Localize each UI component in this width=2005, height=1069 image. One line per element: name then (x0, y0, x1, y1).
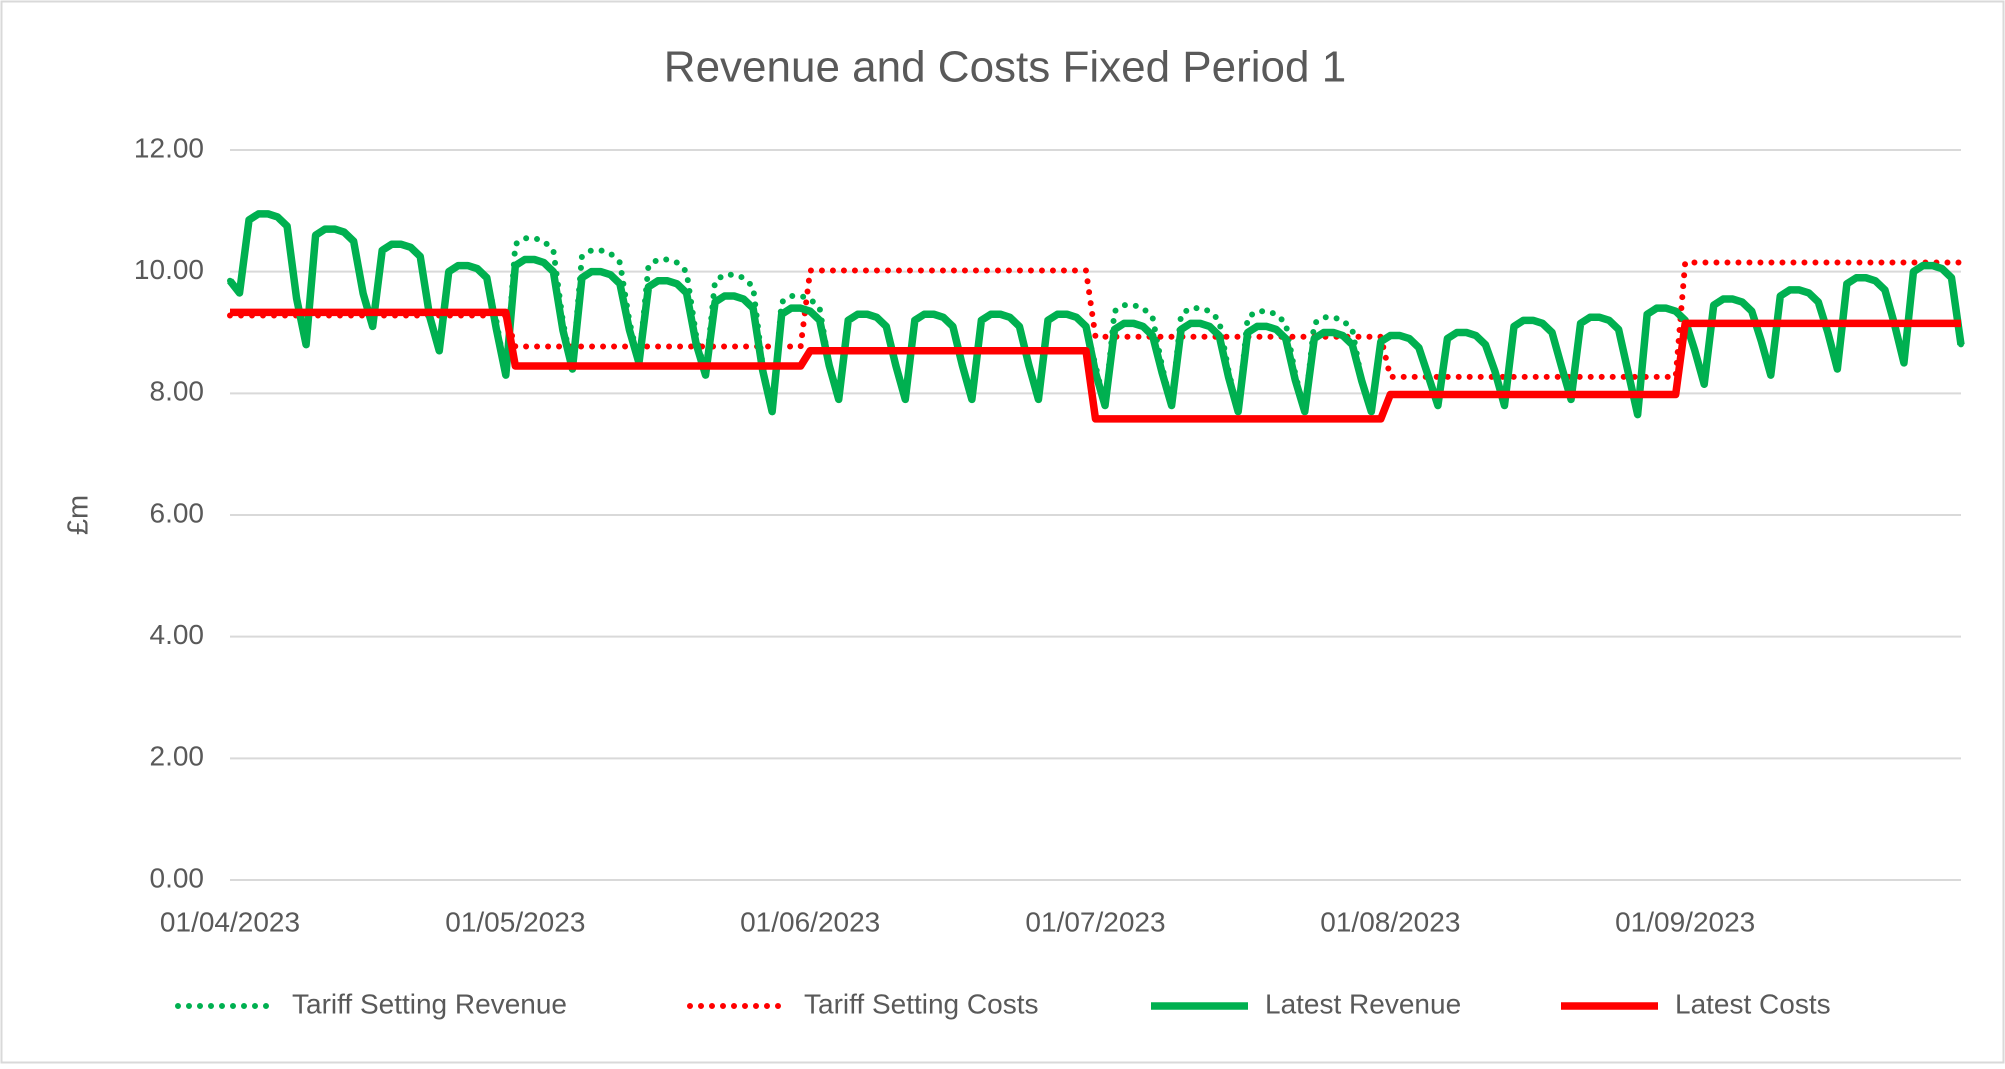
y-tick-label: 4.00 (150, 619, 205, 650)
y-tick-label: 12.00 (134, 132, 204, 163)
legend-label: Tariff Setting Revenue (292, 988, 567, 1019)
series-line (227, 259, 1964, 380)
legend-label: Tariff Setting Costs (804, 988, 1038, 1019)
legend-label: Latest Costs (1675, 988, 1831, 1019)
chart-title: Revenue and Costs Fixed Period 1 (664, 43, 1346, 92)
y-tick-label: 10.00 (134, 254, 204, 285)
x-tick-label: 01/06/2023 (740, 906, 880, 937)
x-tick-label: 01/08/2023 (1320, 906, 1460, 937)
y-tick-label: 6.00 (150, 497, 205, 528)
x-tick-label: 01/09/2023 (1615, 906, 1755, 937)
y-tick-label: 2.00 (150, 741, 205, 772)
series-line (227, 210, 1964, 418)
y-axis-label: £m (63, 495, 95, 535)
series-line (227, 210, 1965, 419)
legend-label: Latest Revenue (1265, 988, 1461, 1019)
series-line (230, 308, 1961, 423)
y-tick-label: 0.00 (150, 862, 205, 893)
x-tick-label: 01/07/2023 (1025, 906, 1165, 937)
y-tick-label: 8.00 (150, 376, 205, 407)
x-tick-label: 01/04/2023 (160, 906, 300, 937)
x-tick-label: 01/05/2023 (445, 906, 585, 937)
